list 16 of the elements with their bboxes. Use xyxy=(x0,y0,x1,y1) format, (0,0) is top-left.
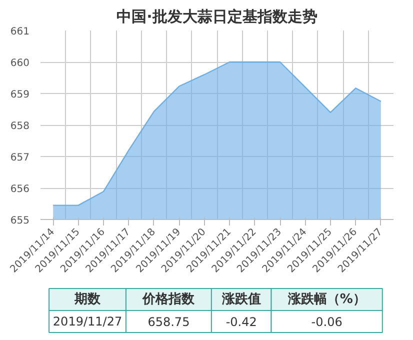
text: 价格指数 xyxy=(142,292,196,307)
text: -0.06 xyxy=(311,315,342,329)
text: 2019/11/27 xyxy=(52,314,122,328)
text: 涨跌幅（%） xyxy=(286,292,366,307)
text: -0.42 xyxy=(226,315,257,329)
y-tick-label: 656 xyxy=(10,184,30,195)
y-tick-label: 658 xyxy=(10,121,30,132)
y-tick-label: 660 xyxy=(10,58,30,69)
text: 658.75 xyxy=(148,315,190,329)
y-tick-label: 655 xyxy=(10,216,30,226)
y-tick-label: 659 xyxy=(10,90,30,100)
chart-title: 中国·批发大蒜日定基指数走势 xyxy=(116,8,318,26)
y-tick-label: 661 xyxy=(10,26,30,38)
text: 期数 xyxy=(74,292,102,307)
text: 涨跌值 xyxy=(220,292,261,307)
y-tick-label: 657 xyxy=(10,152,30,164)
